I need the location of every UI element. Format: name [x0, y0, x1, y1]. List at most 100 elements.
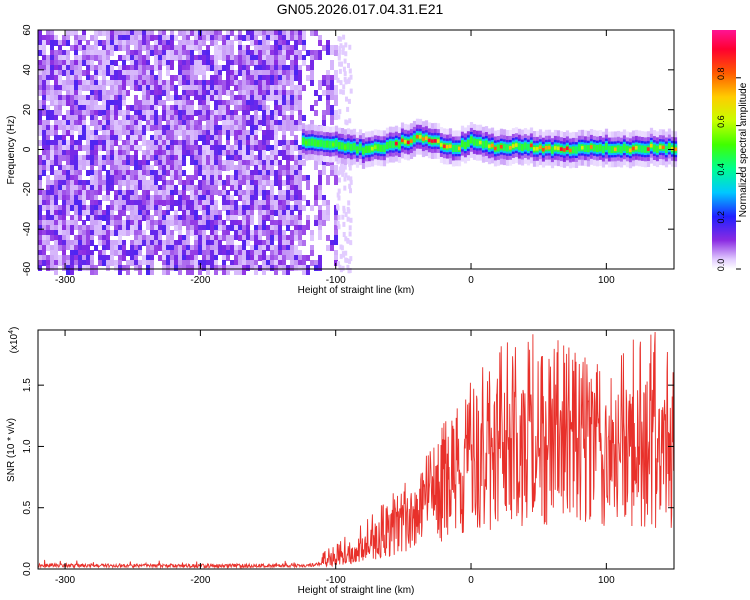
spectrogram-cell [210, 230, 214, 236]
spectrogram-cell [62, 80, 66, 86]
spectrogram-cell [238, 245, 242, 251]
spectrogram-cell [294, 195, 298, 201]
spectrogram-cell [262, 240, 266, 246]
spectrogram-cell [274, 235, 278, 241]
spectrogram-cell [274, 180, 278, 186]
spectrogram-cell [62, 165, 66, 171]
spectrogram-cell [62, 230, 66, 236]
spectrogram-cell [226, 255, 230, 261]
spectrogram-cell [436, 139, 441, 143]
spectrogram-cell [38, 225, 42, 231]
spectrogram-cell [62, 205, 66, 211]
spectrogram-cell [286, 125, 290, 131]
spectrogram-cell [182, 155, 186, 161]
spectrogram-cell [126, 30, 130, 36]
spectrogram-cell [242, 35, 246, 41]
spectrogram-cell [134, 170, 138, 176]
spectrogram-cell [538, 145, 543, 150]
spectrogram-cell [146, 70, 150, 76]
spectrogram-cell [637, 144, 642, 153]
spectrogram-cell [94, 225, 98, 231]
spectrogram-cell [226, 105, 230, 115]
spectrogram-cell [178, 205, 182, 211]
spectrogram-cell [170, 30, 174, 36]
spectrogram-cell [142, 130, 146, 136]
spectrogram-cell [348, 165, 352, 171]
spectrogram-cell [142, 185, 146, 191]
spectrogram-cell [170, 150, 174, 156]
spectrogram-cell [50, 140, 54, 146]
spectrogram-cell [505, 144, 510, 152]
spectrogram-cell [234, 120, 238, 126]
spectrogram-cell [182, 160, 186, 166]
spectrogram-cell [46, 85, 50, 91]
spectrogram-cell [146, 110, 150, 120]
spectrogram-cell [138, 100, 142, 106]
spectrogram-cell [493, 146, 498, 151]
spectrogram-cell [42, 200, 46, 206]
spectrogram-cell [90, 265, 94, 275]
spectrogram-cell [254, 175, 258, 181]
spectrogram-cell [86, 145, 90, 151]
spectrogram-cell [294, 100, 298, 106]
spectrogram-cell [142, 110, 146, 116]
spectrogram-cell [341, 214, 345, 220]
spectrogram-cell [298, 225, 302, 231]
spectrogram-cell [38, 140, 42, 146]
spectrogram-cell [238, 50, 242, 56]
spectrogram-cell [226, 265, 230, 275]
spectrogram-cell [206, 205, 210, 211]
spectrogram-cell [222, 185, 226, 191]
spectrogram-cell [186, 175, 190, 185]
spectrogram-cell [42, 165, 46, 171]
spectrogram-cell [190, 105, 194, 115]
spectrogram-cell [102, 105, 106, 111]
spectrogram-cell [214, 90, 218, 96]
spectrogram-cell [70, 240, 74, 246]
snr-panel: -300 -200 -100 0 100 0.00.51.01.5 Height of … [6, 327, 675, 596]
spectrogram-cell [178, 55, 182, 61]
spectrogram-cell [246, 115, 250, 121]
spectrogram-cell [520, 143, 525, 152]
spectrogram-cell [326, 235, 330, 241]
spectrogram-cell [78, 190, 82, 196]
spectrogram-cell [38, 105, 42, 111]
spectrogram-cell [70, 255, 74, 265]
spectrogram-cell [270, 75, 274, 81]
spectrogram-cell [38, 100, 42, 106]
spectrogram-cell [110, 210, 114, 216]
spectrogram-cell [50, 90, 54, 100]
spectrogram-cell [174, 135, 178, 141]
spectrogram-cell [306, 220, 310, 230]
spectrogram-cell [338, 177, 341, 183]
spectrogram-cell [342, 84, 346, 90]
spectrogram-cell [250, 60, 254, 66]
spectrogram-cell [58, 245, 62, 251]
spectrogram-cell [302, 45, 306, 51]
spectrogram-cell [130, 195, 134, 201]
spectrogram-cell [348, 161, 352, 167]
spectrogram-cell [254, 45, 258, 55]
snr-y-ticks: 0.00.51.01.5 [22, 378, 674, 576]
spectrogram-cell [66, 110, 70, 116]
spectrogram-cell [90, 115, 94, 121]
spectrogram-cell [294, 70, 298, 76]
spectrogram-cell [198, 80, 202, 86]
spectrogram-cell [150, 265, 154, 275]
spectrogram-cell [230, 50, 234, 56]
spectrogram-cell [110, 255, 114, 261]
spectrogram-cell [238, 160, 242, 170]
spectrogram-cell [138, 175, 142, 181]
spectrogram-cell [270, 170, 274, 176]
spectrogram-cell [254, 30, 258, 36]
spectrogram-cell [102, 80, 106, 86]
spectrogram-cell [70, 75, 74, 81]
spectrogram-cell [282, 180, 286, 186]
spectrogram-cell [66, 85, 70, 91]
spectrogram-cell [62, 155, 66, 161]
spectrogram-cell [50, 70, 54, 80]
spectrogram-cell [262, 130, 266, 136]
spectrogram-cell [154, 180, 158, 186]
spectrogram-cell [78, 200, 82, 206]
spectrogram-cell [130, 105, 134, 111]
